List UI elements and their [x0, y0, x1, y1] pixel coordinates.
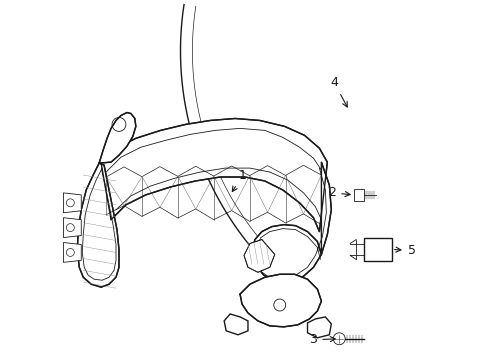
Polygon shape: [63, 193, 81, 213]
Polygon shape: [224, 314, 247, 335]
Polygon shape: [251, 162, 331, 281]
Text: 3: 3: [309, 333, 335, 346]
Bar: [364, 238, 391, 261]
Text: 5: 5: [394, 244, 415, 257]
Polygon shape: [307, 317, 331, 338]
Polygon shape: [63, 243, 81, 262]
Polygon shape: [77, 163, 119, 287]
Polygon shape: [63, 218, 81, 238]
Polygon shape: [353, 189, 364, 201]
Polygon shape: [240, 274, 321, 327]
Text: 4: 4: [330, 76, 346, 107]
Polygon shape: [99, 113, 136, 163]
Text: 1: 1: [232, 168, 246, 192]
Text: 2: 2: [328, 186, 349, 199]
Polygon shape: [244, 239, 274, 272]
Polygon shape: [101, 118, 326, 231]
